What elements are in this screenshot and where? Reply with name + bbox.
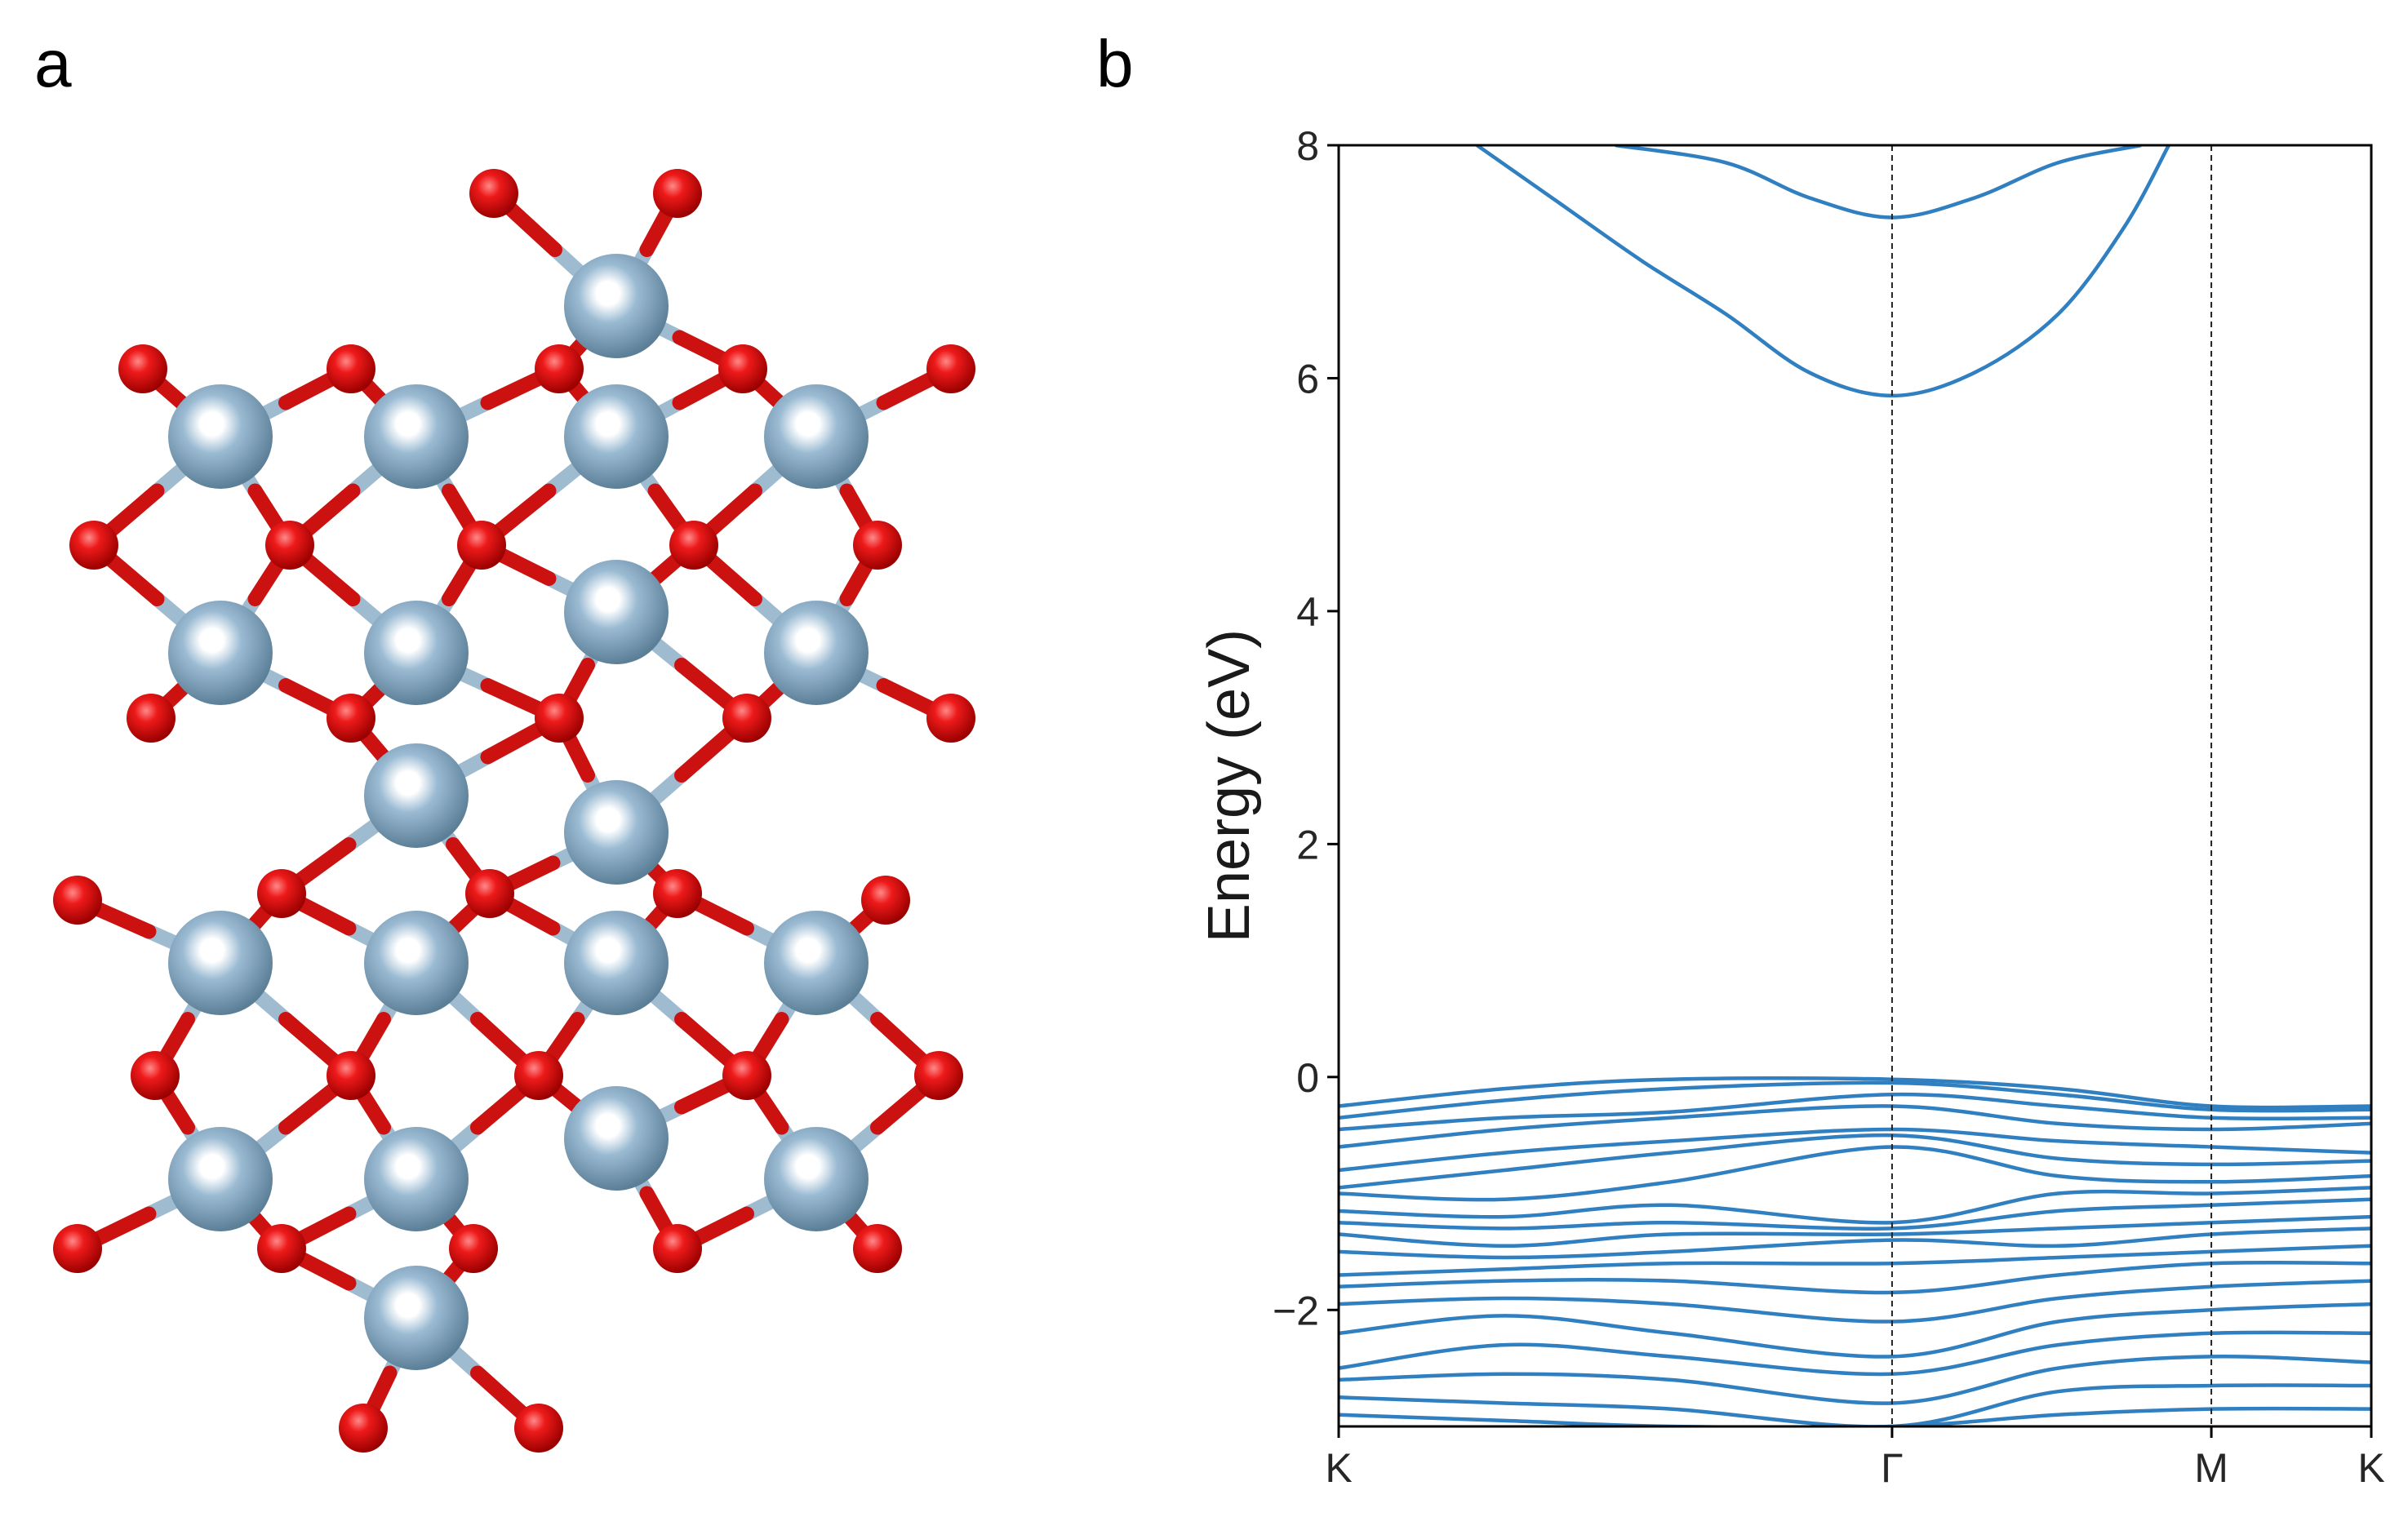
oxygen-atom [327, 344, 375, 393]
oxygen-atom [722, 1051, 771, 1100]
oxygen-atom [465, 869, 514, 918]
oxygen-atom [535, 694, 584, 743]
metal-atom [168, 601, 273, 705]
metal-atom [764, 1127, 869, 1231]
oxygen-atom [131, 1051, 180, 1100]
oxygen-atom [722, 694, 771, 743]
oxygen-atom [449, 1224, 498, 1273]
valence-band-line [1339, 1197, 2371, 1231]
oxygen-atom [69, 521, 118, 570]
metal-atom [564, 1086, 669, 1191]
x-tick-label: Γ [1881, 1445, 1904, 1491]
high-symmetry-lines [1890, 145, 2213, 1426]
oxygen-atom [53, 876, 102, 925]
conduction-band-line [1615, 145, 2142, 220]
oxygen-atom [469, 169, 518, 218]
y-tick-label: −2 [1273, 1288, 1319, 1333]
metal-atom [364, 1266, 469, 1370]
valence-band-line [1339, 1104, 2371, 1149]
metal-atom [168, 384, 273, 489]
plot-frame [1337, 144, 2373, 1428]
metal-atom [764, 384, 869, 489]
atoms-layer [53, 169, 975, 1453]
oxygen-atom [718, 344, 767, 393]
metal-atom [168, 911, 273, 1015]
metal-atom [764, 601, 869, 705]
x-tick-label: K [1325, 1445, 1352, 1491]
y-axis-label: Energy (eV) [1197, 629, 1262, 943]
y-tick-label: 4 [1296, 589, 1319, 635]
metal-atom [364, 384, 469, 489]
oxygen-atom [653, 169, 702, 218]
oxygen-atom [327, 1051, 375, 1100]
oxygen-atom [653, 869, 702, 918]
metal-atom [364, 1127, 469, 1231]
oxygen-atom [257, 1224, 306, 1273]
oxygen-atom [926, 344, 975, 393]
y-tick-label: 2 [1296, 822, 1319, 867]
valence-band-line [1339, 1355, 2371, 1405]
oxygen-atom [653, 1224, 702, 1273]
oxygen-atom [127, 694, 175, 743]
oxygen-atom [535, 344, 584, 393]
oxygen-atom [257, 869, 306, 918]
metal-atom [364, 911, 469, 1015]
valence-band-line [1339, 1383, 2371, 1426]
panel-label-a: a [34, 27, 72, 101]
y-tick-label: 8 [1296, 123, 1319, 169]
bands-layer [1339, 145, 2371, 1426]
oxygen-atom [265, 521, 314, 570]
oxygen-atom [914, 1051, 963, 1100]
crystal-structure [53, 169, 975, 1453]
valence-band-line [1339, 1302, 2371, 1359]
metal-atom [564, 254, 669, 358]
oxygen-atom [853, 1224, 902, 1273]
metal-atom [364, 743, 469, 848]
metal-atom [168, 1127, 273, 1231]
oxygen-atom [669, 521, 718, 570]
oxygen-atom [339, 1404, 388, 1453]
oxygen-atom [53, 1224, 102, 1273]
metal-atom [564, 911, 669, 1015]
metal-atom [564, 780, 669, 885]
oxygen-atom [861, 876, 910, 925]
oxygen-atom [514, 1051, 563, 1100]
conduction-band-line [1476, 145, 2170, 398]
valence-band-line [1339, 1133, 2371, 1190]
y-tick-label: 6 [1296, 356, 1319, 401]
oxygen-atom [457, 521, 506, 570]
oxygen-atom [118, 344, 167, 393]
oxygen-atom [853, 521, 902, 570]
oxygen-atom [514, 1404, 563, 1453]
panel-label-b: b [1096, 27, 1134, 101]
valence-band-line [1339, 1330, 2371, 1377]
x-tick-label: M [2194, 1445, 2228, 1491]
valence-band-line [1339, 1244, 2371, 1277]
metal-atom [564, 560, 669, 664]
metal-atom [364, 601, 469, 705]
x-tick-label: K [2357, 1445, 2384, 1491]
y-axis-ticks: −2 0 2 4 6 8 [1273, 123, 1339, 1333]
valence-band-line [1339, 1145, 2371, 1202]
y-tick-label: 0 [1296, 1055, 1319, 1101]
oxygen-atom [327, 694, 375, 743]
metal-atom [764, 911, 869, 1015]
metal-atom [564, 384, 669, 489]
oxygen-atom [926, 694, 975, 743]
